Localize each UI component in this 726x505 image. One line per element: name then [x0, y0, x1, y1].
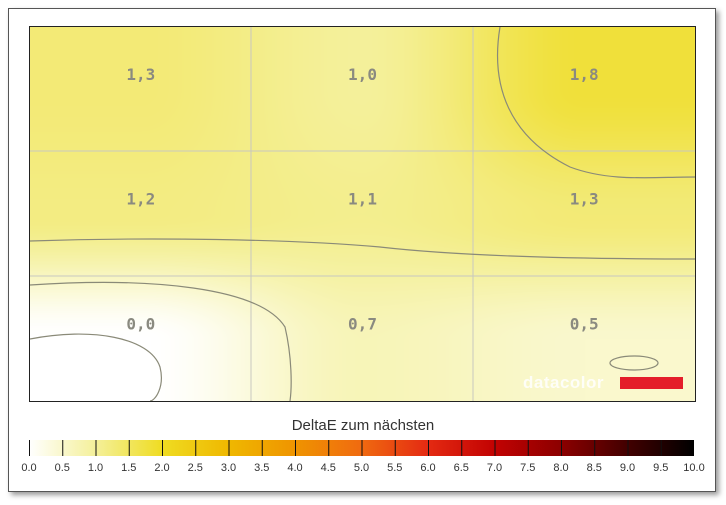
cell-value-label: 1,3 [570, 190, 599, 209]
colorbar-tick-label: 0.0 [21, 462, 37, 474]
cell-value-label: 1,0 [348, 65, 377, 84]
colorbar-tick-label: 1.5 [121, 462, 137, 474]
heatmap-fill [30, 27, 695, 401]
colorbar-tick-label: 2.0 [154, 462, 170, 474]
datacolor-logo: datacolor [523, 373, 605, 392]
colorbar-tick-label: 10.0 [683, 462, 705, 474]
colorbar-tick-label: 9.5 [653, 462, 669, 474]
colorbar-tick-label: 2.5 [187, 462, 203, 474]
cell-value-label: 1,1 [348, 190, 377, 209]
cell-value-label: 0,7 [348, 314, 377, 333]
colorbar-tick-label: 3.5 [254, 462, 270, 474]
colorbar [29, 440, 694, 456]
colorbar-tick-label: 5.5 [387, 462, 403, 474]
colorbar-tick-label: 0.5 [54, 462, 70, 474]
colorbar-tick-label: 8.5 [586, 462, 602, 474]
cell-value-label: 1,8 [570, 65, 599, 84]
logo-red-bar [620, 377, 683, 389]
colorbar-tick-label: 8.0 [553, 462, 569, 474]
colorbar-tick-label: 7.5 [520, 462, 536, 474]
cell-value-label: 1,3 [126, 65, 155, 84]
cell-value-label: 0,0 [126, 314, 155, 333]
colorbar-tick-label: 4.0 [287, 462, 303, 474]
heatmap-overlay: 1,3 1,0 1,8 1,2 1,1 1,3 0,0 0,7 0,5 [30, 27, 695, 401]
cell-value-label: 0,5 [570, 314, 599, 333]
colorbar-tick-label: 1.0 [87, 462, 104, 474]
colorbar-tick-label: 3.0 [220, 462, 237, 474]
colorbar-tick-label: 4.5 [320, 462, 336, 474]
colorbar-tick-label: 5.0 [353, 462, 370, 474]
colorbar-tick-label: 6.0 [420, 462, 436, 474]
colorbar-tick-label: 7.0 [486, 462, 503, 474]
grid-lines [30, 27, 695, 401]
colorbar-tick-label: 9.0 [619, 462, 636, 474]
heatmap-plot: 1,3 1,0 1,8 1,2 1,1 1,3 0,0 0,7 0,5 datacolor [29, 26, 696, 402]
contour-lines [30, 27, 695, 401]
colorbar-tick-label: 6.5 [453, 462, 469, 474]
cell-value-label: 1,2 [126, 190, 155, 209]
colorbar-title: DeltaE zum nächsten [291, 417, 435, 434]
